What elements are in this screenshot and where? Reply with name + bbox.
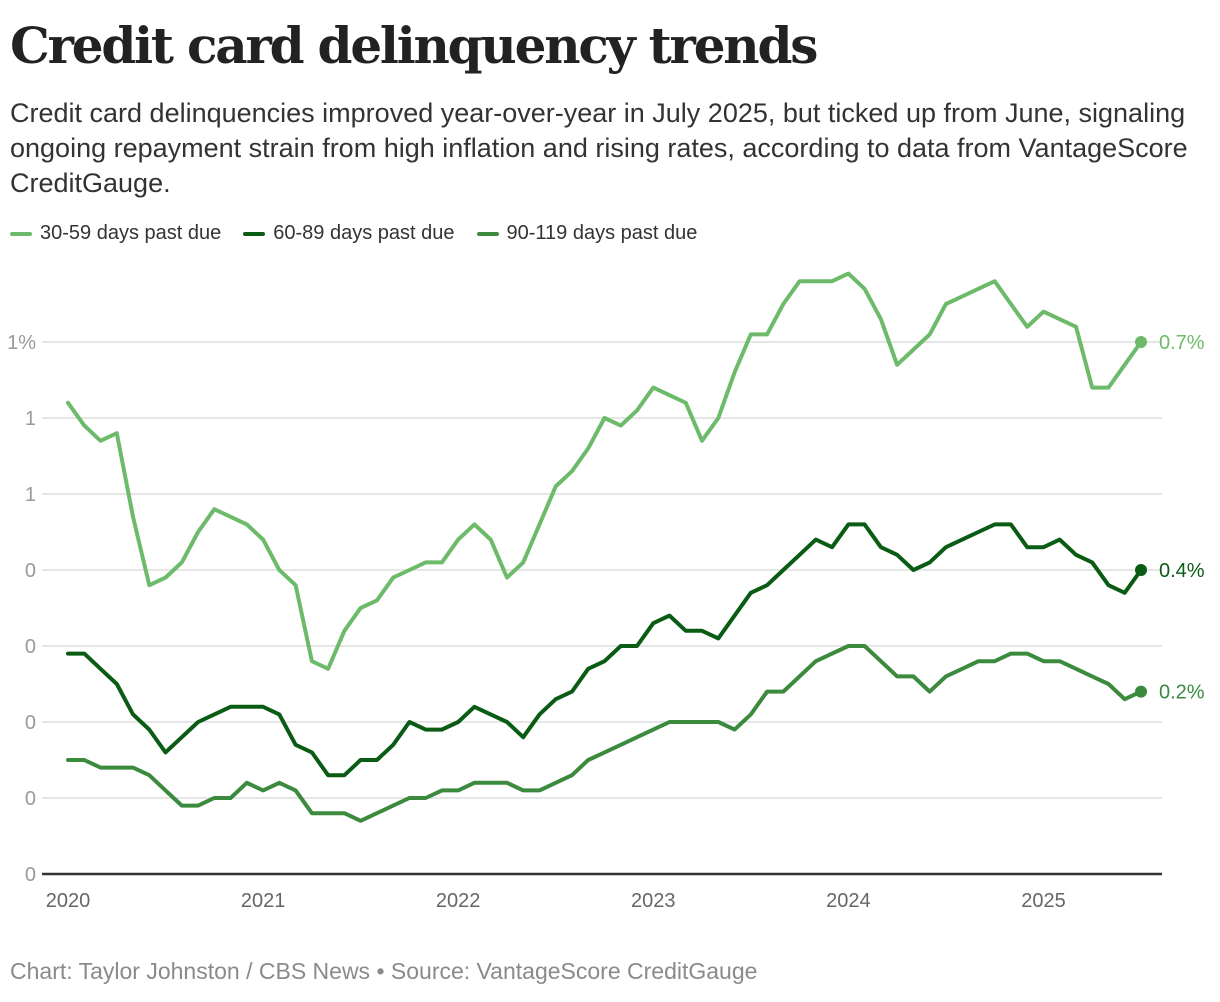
series-line-60-89-days-past-due [66, 522, 1143, 778]
end-point-90-119-days-past-due [1135, 685, 1147, 698]
series-line-30-59-days-past-due [66, 271, 1143, 671]
end-labels: 0.7% 0.4% 0.2% [1135, 332, 1205, 704]
end-label-30-59-days-past-due: 0.7% [1159, 332, 1205, 354]
series-line-90-119-days-past-due [66, 644, 1143, 823]
y-tick-label: 1 [25, 408, 36, 430]
y-tick-label: 0 [25, 712, 36, 734]
legend-item-60-89: 60-89 days past due [243, 222, 455, 245]
end-label-60-89-days-past-due: 0.4% [1159, 560, 1205, 582]
y-tick-label: 1% [7, 332, 36, 354]
legend: 30-59 days past due 60-89 days past due … [10, 222, 697, 245]
legend-item-90-119: 90-119 days past due [476, 222, 698, 245]
y-tick-label: 0 [25, 636, 36, 658]
y-tick-label: 0 [25, 864, 36, 886]
x-axis-ticks: 2020 2021 2022 2023 2024 2025 [46, 890, 1066, 912]
y-tick-label: 1 [25, 484, 36, 506]
y-tick-label: 0 [25, 560, 36, 582]
legend-swatch-60-89 [243, 231, 266, 236]
x-tick-label: 2025 [1021, 890, 1066, 912]
legend-item-30-59: 30-59 days past due [10, 222, 221, 245]
end-point-30-59-days-past-due [1135, 336, 1147, 348]
x-tick-label: 2020 [46, 890, 91, 912]
x-tick-label: 2022 [436, 890, 481, 912]
x-tick-label: 2023 [631, 890, 676, 912]
y-axis-ticks: 1% 1 1 0 0 0 0 0 [7, 332, 36, 886]
end-label-90-119-days-past-due: 0.2% [1159, 682, 1205, 704]
legend-label-90-119: 90-119 days past due [506, 222, 698, 244]
chart-title: Credit card delinquency trends [10, 16, 818, 75]
chart-credit: Chart: Taylor Johnston / CBS News • Sour… [10, 958, 758, 984]
chart-subtitle: Credit card delinquencies improved year-… [10, 98, 1188, 198]
x-tick-label: 2021 [241, 890, 286, 912]
legend-swatch-30-59 [10, 231, 32, 236]
legend-label-30-59: 30-59 days past due [40, 222, 222, 244]
legend-swatch-90-119 [476, 231, 499, 236]
series-lines [66, 271, 1143, 823]
legend-label-60-89: 60-89 days past due [273, 222, 455, 244]
x-tick-label: 2024 [826, 890, 871, 912]
end-point-60-89-days-past-due [1135, 564, 1147, 576]
y-tick-label: 0 [25, 788, 36, 810]
